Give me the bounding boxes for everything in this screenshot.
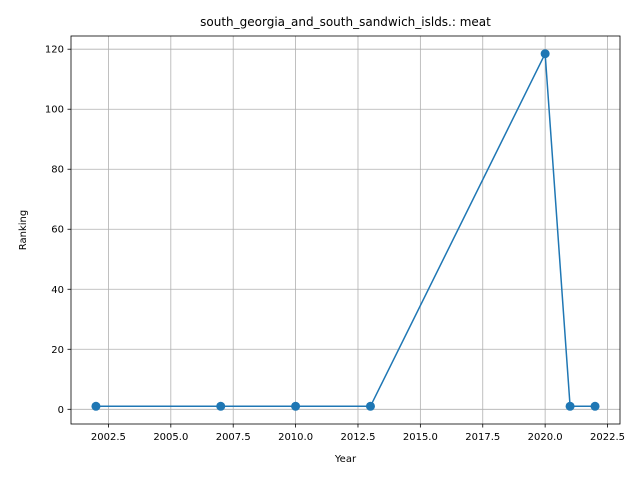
data-point	[216, 401, 226, 411]
data-point	[365, 401, 375, 411]
y-tick-label: 80	[51, 165, 64, 176]
ticks: 2002.5 2005.0 2007.5 2010.0 2012.5 2015.0 2017…	[45, 45, 625, 443]
y-tick-label: 120	[45, 45, 64, 56]
grid	[71, 36, 620, 424]
x-tick-label: 2022.5	[590, 432, 625, 443]
data-point	[590, 401, 600, 411]
y-axis-label: Ranking	[18, 210, 29, 250]
data-point	[540, 49, 550, 59]
x-tick-label: 2015.0	[403, 432, 438, 443]
y-tick-label: 20	[51, 345, 64, 356]
x-tick-label: 2012.5	[340, 432, 375, 443]
x-tick-label: 2010.0	[278, 432, 313, 443]
data-point	[565, 401, 575, 411]
data-point	[91, 401, 101, 411]
x-tick-label: 2005.0	[153, 432, 188, 443]
plot-frame	[70, 35, 621, 425]
y-tick-label: 100	[45, 105, 64, 116]
x-axis-label: Year	[334, 454, 357, 465]
x-tick-label: 2007.5	[216, 432, 251, 443]
data-point	[291, 401, 301, 411]
series-layer	[91, 49, 600, 411]
x-tick-label: 2020.0	[528, 432, 563, 443]
y-tick-label: 0	[58, 405, 64, 416]
y-tick-label: 40	[51, 285, 64, 296]
x-tick-label: 2002.5	[91, 432, 126, 443]
y-tick-label: 60	[51, 225, 64, 236]
x-tick-label: 2017.5	[465, 432, 500, 443]
chart-title: south_georgia_and_south_sandwich_islds.:…	[200, 15, 491, 29]
